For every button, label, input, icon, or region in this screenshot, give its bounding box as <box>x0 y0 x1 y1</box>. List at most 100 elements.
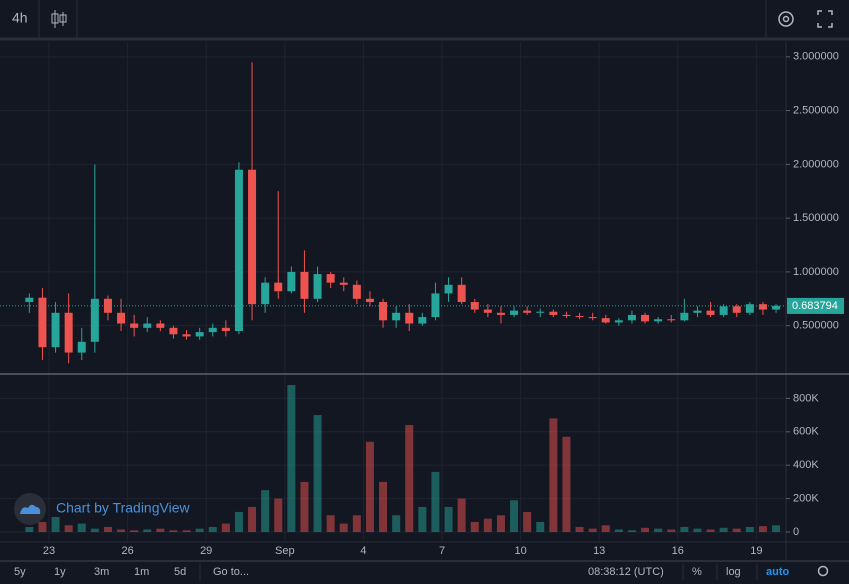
candle-body <box>64 312 73 353</box>
candle-body <box>51 312 60 348</box>
volume-bar <box>745 526 754 532</box>
volume-bar <box>431 471 440 532</box>
volume-bar <box>117 529 126 532</box>
candle-body <box>549 311 558 315</box>
volume-bar <box>365 441 374 532</box>
volume-bar <box>379 481 388 532</box>
candle-body <box>732 306 741 313</box>
volume-bar <box>51 516 60 532</box>
range-button[interactable]: 5d <box>174 566 186 578</box>
candle-body <box>274 282 283 292</box>
candle-body <box>169 327 178 335</box>
volume-bar <box>627 530 636 532</box>
volume-bar <box>667 529 676 532</box>
volume-bar <box>496 515 505 532</box>
volume-bar <box>339 523 348 532</box>
volume-bar <box>169 530 178 532</box>
candle-body <box>90 298 99 342</box>
volume-bar <box>614 529 623 532</box>
candle-body <box>693 310 702 313</box>
last-price-label: 0.683794 <box>792 300 838 312</box>
toolbar <box>0 0 849 38</box>
candle-body <box>510 310 519 315</box>
volume-bar <box>208 526 217 532</box>
y-tick-label: 2.000000 <box>793 158 839 170</box>
candle-body <box>680 312 689 321</box>
candle-body <box>483 309 492 313</box>
y-tick-label: 2.500000 <box>793 105 839 117</box>
volume-bar <box>536 521 545 532</box>
last-price-box <box>787 297 844 314</box>
watermark-text[interactable]: Chart by TradingView <box>56 500 190 516</box>
x-tick-label: 29 <box>200 545 212 557</box>
scale-button[interactable]: log <box>726 566 741 578</box>
volume-bar <box>77 523 86 532</box>
candle-body <box>313 274 322 299</box>
volume-bar <box>575 526 584 532</box>
scale-button[interactable]: % <box>692 566 702 578</box>
candle-body <box>575 316 584 318</box>
chart-settings-button[interactable] <box>817 565 829 577</box>
volume-bar <box>221 523 230 532</box>
candle-body <box>719 306 728 315</box>
candle-body <box>614 320 623 323</box>
goto-button[interactable]: Go to... <box>213 566 249 578</box>
volume-bar <box>38 521 47 532</box>
candle-body <box>405 312 414 324</box>
candle-type-button[interactable] <box>51 10 67 28</box>
volume-bar <box>418 506 427 532</box>
volume-bar <box>130 530 139 532</box>
candle-body <box>706 310 715 315</box>
candle-body <box>248 169 257 305</box>
volume-tick-label: 200K <box>793 492 819 504</box>
volume-bar <box>234 511 243 532</box>
volume-tick-label: 600K <box>793 426 819 438</box>
volume-bar <box>523 511 532 532</box>
volume-bar <box>706 529 715 532</box>
candle-body <box>352 284 361 299</box>
x-tick-label: 23 <box>43 545 55 557</box>
interval-button[interactable]: 4h <box>12 10 28 26</box>
candle-body <box>562 314 571 317</box>
range-button[interactable]: 1y <box>54 566 66 578</box>
volume-bar <box>732 528 741 532</box>
candle-body <box>601 318 610 323</box>
volume-bar <box>300 481 309 532</box>
volume-bar <box>758 526 767 532</box>
y-tick-label: 3.000000 <box>793 51 839 63</box>
x-tick-label: 13 <box>593 545 605 557</box>
x-tick-label: 4 <box>360 545 366 557</box>
candle-body <box>523 310 532 313</box>
volume-bar <box>156 528 165 532</box>
volume-bar <box>601 525 610 532</box>
scale-button[interactable]: auto <box>766 566 790 578</box>
range-button[interactable]: 5y <box>14 566 26 578</box>
fullscreen-button[interactable] <box>817 10 833 28</box>
volume-bar <box>261 490 270 532</box>
candle-body <box>143 323 152 328</box>
gear-icon <box>817 565 829 577</box>
y-tick-label: 1.000000 <box>793 266 839 278</box>
volume-bar <box>693 528 702 532</box>
volume-bar <box>90 528 99 532</box>
volume-bar <box>143 529 152 532</box>
watermark[interactable]: Chart by TradingView <box>14 493 190 525</box>
range-button[interactable]: 1m <box>134 566 149 578</box>
volume-tick-label: 400K <box>793 459 819 471</box>
volume-bar <box>287 385 296 532</box>
settings-button[interactable] <box>778 11 794 27</box>
candle-body <box>130 323 139 328</box>
candle-body <box>261 282 270 305</box>
range-button[interactable]: 3m <box>94 566 109 578</box>
candle-body <box>326 274 335 283</box>
volume-bar <box>510 500 519 532</box>
candle-body <box>77 341 86 353</box>
x-tick-label: Sep <box>275 545 295 557</box>
plot: 23 26 29 Sep 4 7 10 13 16 19 0.500000 1.000000 1.500… <box>0 42 844 557</box>
watermark-icon <box>20 504 41 514</box>
volume-bar <box>392 515 401 532</box>
volume-bar <box>680 526 689 532</box>
candle-body <box>654 319 663 322</box>
